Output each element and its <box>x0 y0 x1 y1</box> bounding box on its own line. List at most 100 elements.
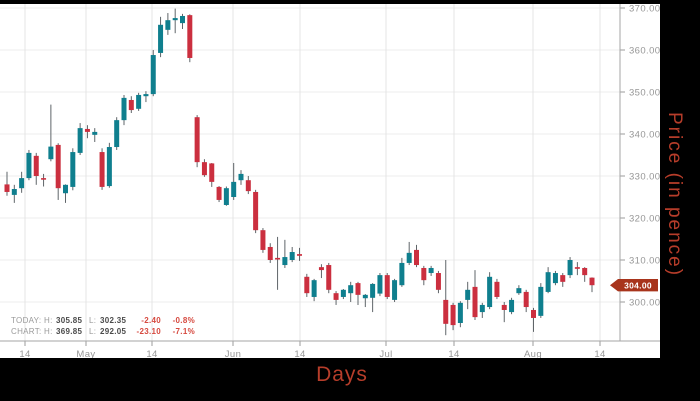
candle-body-73[interactable] <box>538 286 544 316</box>
candle-body-76[interactable] <box>560 275 566 282</box>
candle-body-61[interactable] <box>450 304 456 326</box>
candle-body-64[interactable] <box>472 286 478 318</box>
candle-body-14[interactable] <box>106 147 112 187</box>
legend-today-label: TODAY: <box>11 316 42 325</box>
candle-body-37[interactable] <box>275 257 281 260</box>
candle-body-27[interactable] <box>201 162 207 176</box>
candle-body-17[interactable] <box>128 99 134 111</box>
candle-body-29[interactable] <box>216 186 222 200</box>
candle-body-19[interactable] <box>143 94 149 97</box>
candle-body-10[interactable] <box>77 128 83 153</box>
y-tick-label: 320.00 <box>629 213 660 224</box>
legend-low-label: L: <box>89 327 97 336</box>
candle-body-34[interactable] <box>253 191 259 231</box>
candle-body-48[interactable] <box>355 283 361 295</box>
candle-body-77[interactable] <box>567 260 573 276</box>
candle-body-2[interactable] <box>19 178 25 189</box>
candle-body-54[interactable] <box>399 262 405 286</box>
x-tick-label: 14 <box>146 349 157 358</box>
candle-body-12[interactable] <box>92 131 98 135</box>
candlestick-chart[interactable]: 370.00 360.00 350.00 340.00 330.00 320.00 310.… <box>0 4 660 358</box>
candle-body-51[interactable] <box>377 275 383 294</box>
candle-body-65[interactable] <box>479 304 485 313</box>
candle-body-52[interactable] <box>384 275 390 297</box>
candle-body-18[interactable] <box>136 94 142 109</box>
candle-body-79[interactable] <box>582 267 588 276</box>
x-tick-label: 14 <box>19 349 30 358</box>
candle-body-30[interactable] <box>223 188 229 205</box>
candle-body-22[interactable] <box>165 20 171 30</box>
candle-body-11[interactable] <box>84 128 90 132</box>
candle-body-32[interactable] <box>238 173 244 181</box>
y-tick-label: 360.00 <box>629 45 660 56</box>
x-axis-title: Days <box>316 363 368 386</box>
candle-body-8[interactable] <box>63 184 68 194</box>
candle-body-74[interactable] <box>545 272 551 292</box>
x-tick-label: 14 <box>294 349 305 358</box>
legend-today-high: 305.85 <box>56 316 83 325</box>
candle-body-68[interactable] <box>501 304 507 310</box>
candle-body-80[interactable] <box>589 277 595 286</box>
y-tick-label: 340.00 <box>629 129 660 140</box>
candle-body-13[interactable] <box>99 152 105 187</box>
candle-body-0[interactable] <box>4 184 10 192</box>
legend-low-label: L: <box>89 316 97 325</box>
candle-body-35[interactable] <box>260 230 266 250</box>
candle-body-67[interactable] <box>494 281 500 297</box>
candle-body-53[interactable] <box>392 280 398 300</box>
candle-body-39[interactable] <box>289 252 295 260</box>
candle-body-38[interactable] <box>282 257 288 266</box>
candle-body-44[interactable] <box>326 265 332 290</box>
candle-body-28[interactable] <box>209 163 215 182</box>
candle-body-62[interactable] <box>457 302 463 323</box>
candle-body-33[interactable] <box>245 180 251 192</box>
candle-body-75[interactable] <box>552 273 558 284</box>
candle-body-46[interactable] <box>340 289 346 297</box>
candle-body-4[interactable] <box>33 155 39 176</box>
candle-body-36[interactable] <box>267 246 273 260</box>
candle-body-5[interactable] <box>41 178 47 180</box>
candle-body-23[interactable] <box>172 18 178 21</box>
candle-body-25[interactable] <box>187 15 193 58</box>
candle-body-55[interactable] <box>406 252 412 263</box>
candle-body-40[interactable] <box>297 254 302 256</box>
legend-chart-label: CHART: <box>11 327 42 336</box>
x-tick-label: Jun <box>225 349 242 358</box>
candle-body-57[interactable] <box>421 267 427 281</box>
candle-body-58[interactable] <box>428 267 434 274</box>
candle-body-16[interactable] <box>121 97 127 121</box>
candle-body-7[interactable] <box>55 144 61 189</box>
candle-body-60[interactable] <box>443 299 449 324</box>
candle-body-66[interactable] <box>487 276 493 308</box>
candle-body-21[interactable] <box>158 24 164 53</box>
candle-body-31[interactable] <box>231 181 237 197</box>
legend-today-low: 302.35 <box>100 316 127 325</box>
candle-body-43[interactable] <box>318 267 324 271</box>
candle-body-47[interactable] <box>348 285 354 294</box>
candle-body-69[interactable] <box>509 299 515 313</box>
candle-body-71[interactable] <box>523 291 529 308</box>
legend-high-label: H: <box>44 316 53 325</box>
candle-body-6[interactable] <box>48 146 54 160</box>
candle-body-9[interactable] <box>70 152 76 187</box>
candle-body-72[interactable] <box>531 309 536 318</box>
candle-body-70[interactable] <box>516 288 522 294</box>
candle-body-15[interactable] <box>114 120 120 148</box>
candle-body-41[interactable] <box>304 276 310 294</box>
candle-body-45[interactable] <box>333 293 339 300</box>
candle-body-3[interactable] <box>26 152 32 179</box>
candle-body-50[interactable] <box>370 283 376 298</box>
candle-body-78[interactable] <box>574 267 580 269</box>
candle-body-56[interactable] <box>414 249 419 266</box>
y-tick-label: 300.00 <box>629 297 660 308</box>
x-tick-label: May <box>76 349 95 358</box>
candle-body-49[interactable] <box>362 294 368 299</box>
candle-body-59[interactable] <box>435 273 441 290</box>
candle-body-63[interactable] <box>465 289 471 300</box>
candle-body-42[interactable] <box>311 280 317 297</box>
candle-body-20[interactable] <box>150 55 156 95</box>
y-tick-label: 370.00 <box>629 4 660 14</box>
candle-body-24[interactable] <box>180 15 185 24</box>
candle-body-26[interactable] <box>194 117 200 163</box>
candle-body-1[interactable] <box>11 189 17 195</box>
